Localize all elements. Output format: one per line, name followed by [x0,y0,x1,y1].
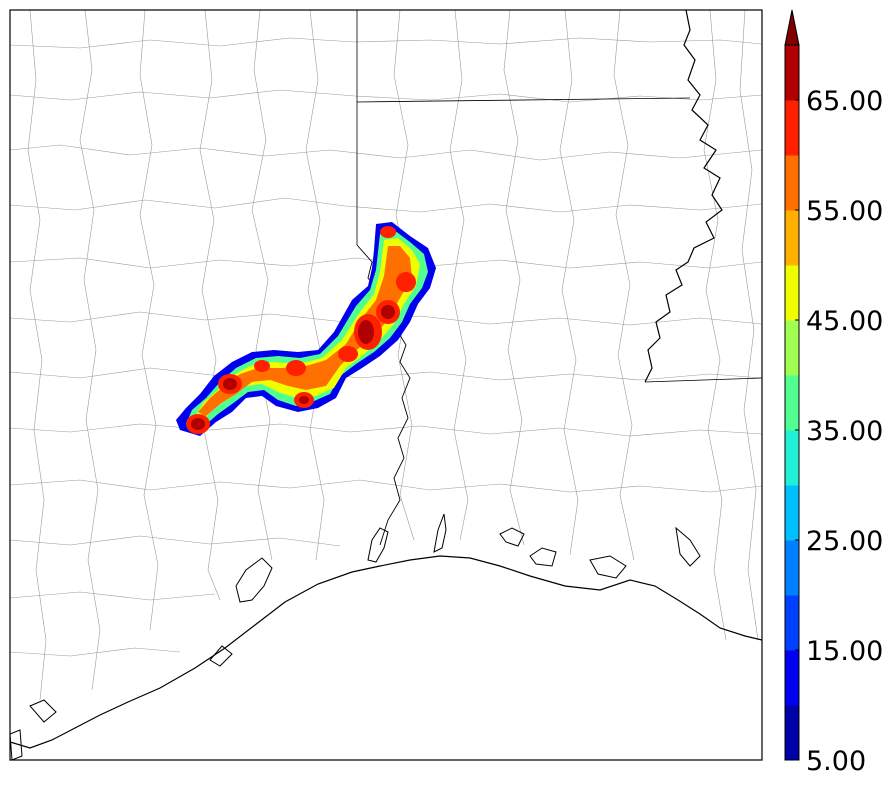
colorbar-block [785,45,799,101]
colorbar-labels: 5.00 15.00 25.00 35.00 45.00 55.00 65.00 [806,86,883,777]
coastline [10,555,762,749]
colorbar-tick-label: 65.00 [806,86,883,117]
colorbar-block [785,595,799,651]
coastal-islands [10,513,701,760]
colorbar-block [785,375,799,431]
colorbar-block [785,155,799,211]
colorbar-block [785,210,799,266]
colorbar-block [785,320,799,376]
colorbar-tick-label: 5.00 [806,746,866,777]
colorbar-tick-label: 55.00 [806,196,883,227]
reflectivity-swath [176,222,436,436]
colorbar-tick-label: 45.00 [806,306,883,337]
colorbar-extend-triangle [784,9,800,46]
colorbar-tick-label: 35.00 [806,416,883,447]
state-boundaries [356,10,762,383]
colorbar-blocks [784,9,800,761]
colorbar-tick-label: 25.00 [806,526,883,557]
colorbar-block [785,100,799,156]
county-boundaries [10,10,762,701]
colorbar-block [785,265,799,321]
colorbar-block [785,485,799,541]
colorbar-block [785,430,799,486]
colorbar-block [785,705,799,761]
map-frame [9,9,763,761]
colorbar-frame [784,44,800,761]
colorbar-block [785,650,799,706]
river-mississippi [644,10,723,383]
colorbar-block [785,540,799,596]
colorbar-tick-label: 15.00 [806,636,883,667]
